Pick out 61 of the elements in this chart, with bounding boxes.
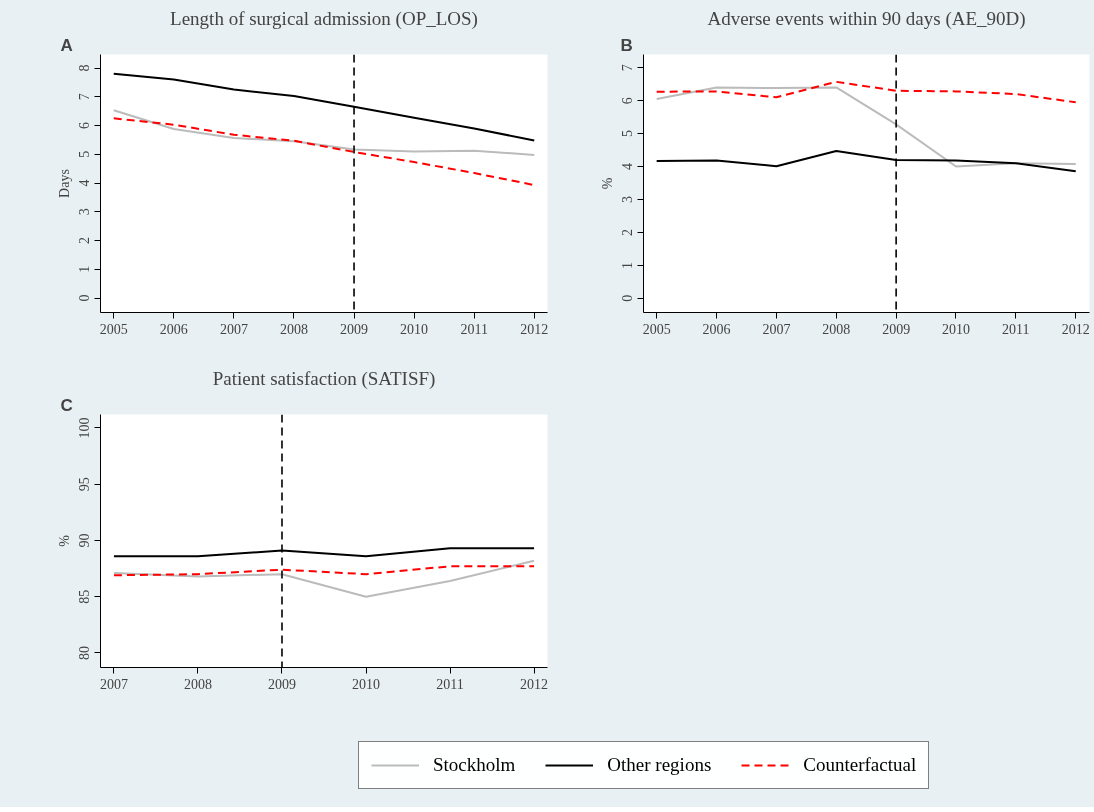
x-tick-label: 2008 — [822, 321, 851, 337]
y-axis-title: % — [599, 177, 615, 190]
x-tick-label: 2005 — [99, 321, 128, 337]
x-tick-label: 2010 — [352, 676, 381, 692]
line-series — [112, 109, 536, 156]
x-tick-label: 2011 — [436, 676, 464, 692]
y-tick-label: 0 — [620, 294, 636, 302]
x-tick-label: 2009 — [882, 321, 911, 337]
x-tick-label: 2010 — [942, 321, 970, 337]
y-tick-label: 85 — [77, 589, 93, 604]
line-series — [655, 86, 1077, 168]
y-tick-label: 4 — [620, 163, 636, 171]
y-tick-label: 80 — [77, 645, 93, 660]
y-axis-title: % — [56, 534, 72, 547]
line-series — [655, 80, 1077, 104]
x-tick-label: 2011 — [460, 321, 488, 337]
chart-title: Patient satisfaction (SATISF) — [212, 367, 436, 390]
y-tick-label: 5 — [620, 130, 636, 138]
y-tick-label: 3 — [77, 208, 93, 216]
legend-label: Stockholm — [433, 754, 516, 776]
x-tick-label: 2007 — [762, 321, 791, 337]
y-tick-label: 95 — [77, 477, 93, 492]
y-tick-label: 7 — [620, 64, 636, 72]
legend-label: Counterfactual — [803, 754, 917, 776]
y-tick-label: 6 — [77, 122, 93, 130]
text: C — [60, 395, 73, 415]
text: A — [60, 35, 73, 55]
x-tick-label: 2009 — [340, 321, 369, 337]
y-tick-label: 100 — [77, 417, 93, 439]
y-tick-label: 8 — [77, 64, 93, 72]
y-tick-label: 0 — [77, 294, 93, 302]
y-tick-label: 1 — [620, 261, 636, 269]
x-tick-label: 2012 — [520, 321, 549, 337]
y-tick-label: 3 — [620, 195, 636, 203]
x-tick-label: 2007 — [219, 321, 248, 337]
text: B — [620, 35, 633, 55]
y-axis-title: Days — [56, 169, 72, 198]
x-tick-label: 2011 — [1002, 321, 1030, 337]
x-tick-label: 2007 — [99, 676, 128, 692]
x-tick-label: 2008 — [279, 321, 308, 337]
y-tick-label: 1 — [77, 265, 93, 273]
line-series — [112, 559, 536, 598]
x-tick-label: 2005 — [642, 321, 671, 337]
y-tick-label: 7 — [77, 93, 93, 101]
x-tick-label: 2006 — [702, 321, 731, 337]
legend-label: Other regions — [607, 754, 712, 776]
y-tick-label: 2 — [77, 237, 93, 245]
x-tick-label: 2009 — [267, 676, 296, 692]
y-tick-label: 90 — [77, 533, 93, 548]
x-tick-label: 2008 — [183, 676, 212, 692]
y-tick-label: 6 — [620, 97, 636, 105]
x-tick-label: 2012 — [520, 676, 549, 692]
y-tick-label: 2 — [620, 228, 636, 236]
y-tick-label: 5 — [77, 150, 93, 158]
chart-title: Length of surgical admission (OP_LOS) — [170, 7, 478, 30]
line-series — [112, 565, 536, 577]
x-tick-label: 2006 — [159, 321, 188, 337]
chart-title: Adverse events within 90 days (AE_90D) — [707, 7, 1026, 30]
y-tick-label: 4 — [77, 179, 93, 187]
x-tick-label: 2012 — [1061, 321, 1090, 337]
x-tick-label: 2010 — [400, 321, 429, 337]
